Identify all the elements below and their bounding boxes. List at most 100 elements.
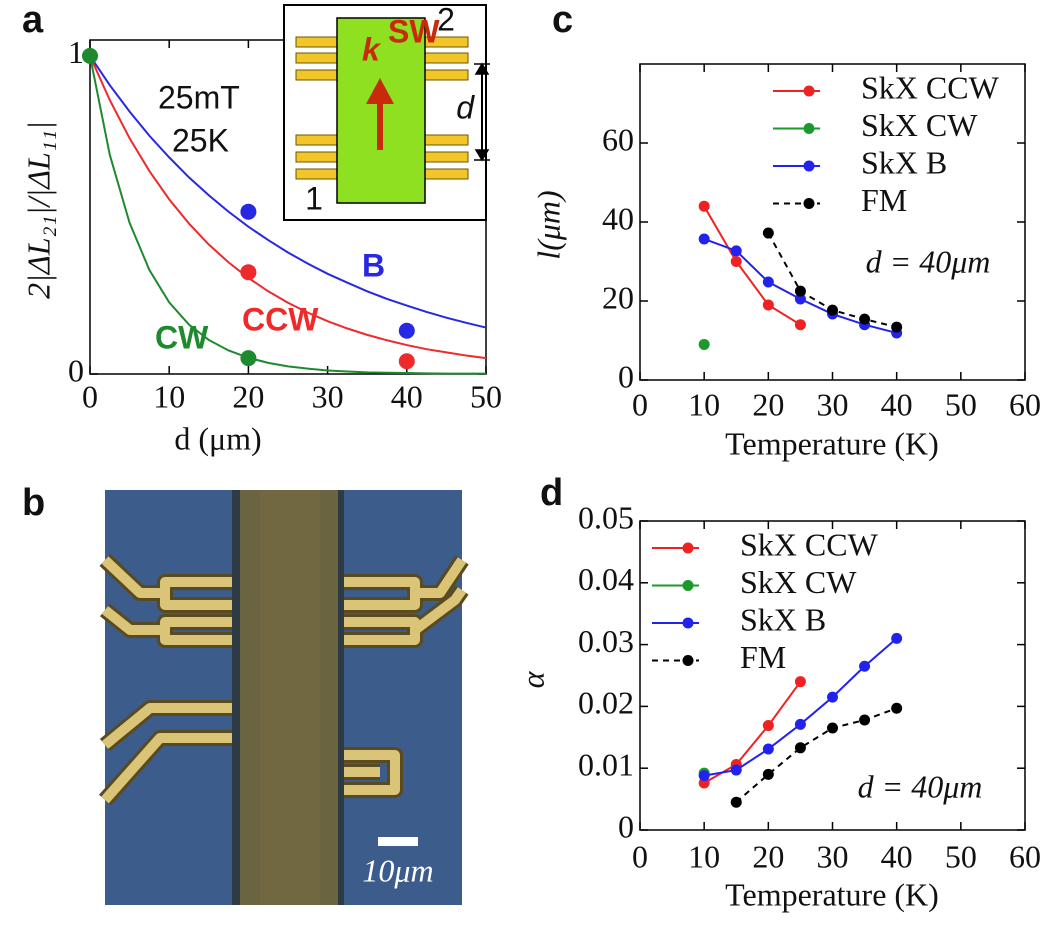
x-tick-label: 10 [688,386,720,422]
x-tick-label: 50 [945,386,977,422]
legend-marker [682,617,694,629]
panel-label: b [22,482,45,524]
micrograph: 10μm [99,490,469,905]
x-tick-label: 40 [881,838,913,874]
legend-marker [682,655,694,666]
y-tick-label: 20 [602,279,634,315]
legend-label: SkX CCW [740,526,879,562]
x-tick-label: 10 [153,378,185,414]
x-tick-label: 0 [632,838,648,874]
data-point [827,304,838,316]
series-line [735,707,898,803]
data-point [762,227,774,239]
data-point [240,264,257,281]
panel-label: d [540,472,563,514]
y-tick-label: 60 [602,121,634,157]
curve-label: CW [155,319,209,355]
data-point [827,691,838,703]
y-axis-label: 2|ΔL₂₁|/|ΔL₁₁| [20,121,56,299]
y-tick-label: 0 [68,352,84,388]
y-tick-label: 1 [68,34,84,70]
data-point [240,350,257,367]
x-tick-label: 50 [470,378,502,414]
legend-marker [803,85,815,97]
data-point [762,768,774,780]
data-point [730,796,742,808]
series-line [89,55,487,360]
inset: k SW 1 2 d [283,1,490,221]
legend-label: FM [861,182,907,218]
series-line [89,55,486,375]
data-point [730,256,742,267]
legend-marker [682,580,694,591]
data-point [240,203,257,220]
port-label: 2 [437,1,455,37]
panel-label: c [552,0,573,41]
legend-marker [682,542,694,554]
data-point [398,353,415,370]
legend-label: SkX B [740,601,826,637]
data-point [762,720,774,732]
electrode [101,556,467,804]
annotation: d = 40μm [866,243,991,279]
legend-marker [803,123,815,134]
data-point [730,764,742,776]
x-tick-label: 20 [752,386,784,422]
data-point [794,742,806,754]
x-tick-label: 40 [391,378,423,414]
x-tick-label: 50 [945,838,977,874]
distance-arrow-head [474,62,490,162]
x-tick-label: 20 [232,378,264,414]
y-tick-label: 0.02 [578,685,634,721]
y-tick-label: 0.01 [578,747,634,783]
legend-label: SkX B [861,144,947,180]
inset-k-sup: SW [388,13,440,49]
x-tick-label: 20 [752,838,784,874]
curve-label: B [362,247,385,283]
series-line [89,55,487,329]
panel-label: a [22,0,44,41]
x-tick-label: 10 [688,838,720,874]
data-point [891,321,903,333]
data-point [891,702,903,714]
port-label: 1 [305,180,323,216]
x-axis-label: Temperature (K) [725,876,939,912]
data-point [891,632,903,644]
film-center [260,490,320,905]
legend-label: SkX CCW [861,69,1000,105]
inset-k: k [362,31,382,67]
data-point [794,676,806,688]
x-tick-label: 30 [817,838,849,874]
x-tick-label: 60 [1009,386,1041,422]
x-axis-label: d (μm) [174,420,261,456]
data-point [698,770,710,782]
data-point [794,718,806,730]
data-point [762,743,774,755]
inset-distance: d [456,89,475,125]
data-point [762,276,774,288]
y-axis-label: l(μm) [530,190,566,259]
data-point [82,47,98,64]
scale-label: 10μm [362,852,433,888]
scale-bar [378,837,418,846]
y-tick-label: 0 [618,358,634,394]
legend-label: SkX CW [861,107,978,143]
data-point [794,293,806,305]
data-point [794,319,806,331]
curve-label: CCW [242,301,319,337]
legend-marker [803,198,815,209]
data-point [730,245,742,257]
y-tick-label: 0.05 [578,499,634,535]
annotation: 25K [172,122,229,158]
data-point [859,313,871,325]
x-tick-label: 40 [881,386,913,422]
y-tick-label: 40 [602,200,634,236]
x-tick-label: 60 [1009,838,1041,874]
k-arrow-head [366,78,394,104]
series-line [703,637,898,777]
legend-label: FM [740,639,786,675]
y-axis-label: α [514,670,550,688]
series-line [703,205,801,326]
y-tick-label: 0 [618,808,634,844]
